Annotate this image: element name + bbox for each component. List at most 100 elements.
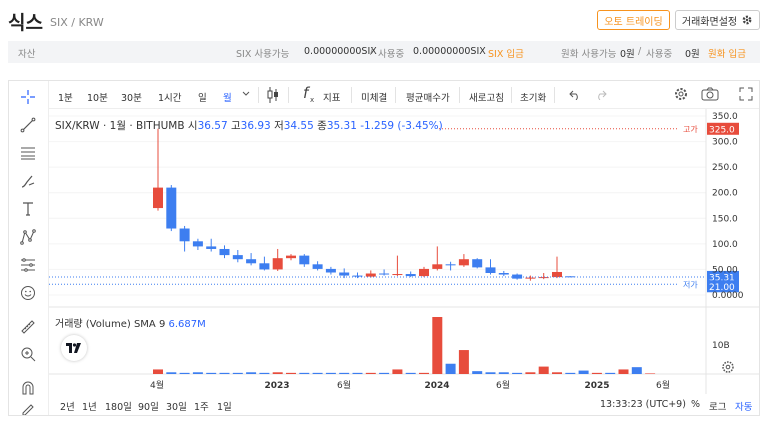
reset-button[interactable]: 초기화 — [520, 93, 547, 104]
volume-bar — [325, 372, 336, 374]
clock: 13:33:23 (UTC+9) — [600, 399, 686, 410]
interval-month[interactable]: 월 — [223, 93, 232, 104]
change-value: -1.259 (-3.45%) — [360, 120, 443, 132]
candle-body — [339, 272, 350, 276]
emoji-icon[interactable] — [17, 282, 39, 304]
refresh-button[interactable]: 새로고침 — [469, 93, 504, 104]
low-price-value: 21.00 — [709, 283, 735, 293]
interval-1h[interactable]: 1시간 — [158, 93, 182, 104]
unsettled-button[interactable]: 미체결 — [361, 93, 388, 104]
candle-body — [312, 264, 323, 269]
six-available-value: 0.00000000SIX — [304, 46, 377, 57]
candle-body — [286, 255, 296, 259]
interval-10m[interactable]: 10분 — [87, 93, 108, 104]
zoom-in-icon[interactable] — [17, 343, 39, 365]
price-tick: 0.0000 — [712, 291, 744, 301]
time-tick: 6월 — [496, 379, 510, 391]
fullscreen-icon[interactable] — [739, 87, 753, 104]
auto-toggle[interactable]: 자동 — [735, 402, 753, 413]
pattern-icon[interactable] — [17, 226, 39, 248]
pair-symbol: SIX / KRW — [50, 16, 104, 29]
high-marker-label: 고가 — [683, 125, 698, 134]
candle-body — [458, 259, 469, 266]
volume-bar — [339, 372, 350, 374]
range-90d[interactable]: 90일 — [138, 402, 159, 413]
candle-body — [432, 264, 443, 269]
price-tick: 150.0 — [712, 214, 738, 224]
candle-body — [299, 255, 310, 265]
slash-1: / — [370, 46, 374, 57]
range-180d[interactable]: 180일 — [105, 402, 132, 413]
candle-body — [485, 267, 496, 274]
volume-bar — [299, 372, 310, 374]
volume-bar — [405, 372, 416, 374]
volume-value: 6.687M — [168, 319, 206, 330]
volume-bar — [365, 372, 376, 374]
auto-trading-button[interactable]: 오토 트레이딩 — [597, 10, 670, 30]
asset-bar: 자산 SIX 사용가능 0.00000000SIX / 사용중 0.000000… — [8, 41, 760, 63]
low-value: 34.55 — [283, 120, 314, 132]
volume-bar — [379, 372, 390, 374]
krw-in-use-value: 0원 — [685, 49, 700, 60]
magnet-icon[interactable] — [17, 377, 39, 399]
indicators-button[interactable]: 지표 — [323, 93, 341, 104]
text-tool-icon[interactable] — [17, 198, 39, 220]
avg-price-button[interactable]: 평균매수가 — [406, 93, 450, 104]
screen-settings-button[interactable]: 거래화면설정 — [675, 10, 760, 30]
camera-icon[interactable] — [701, 87, 719, 104]
crosshair-icon[interactable] — [17, 86, 39, 108]
horizontal-lines-icon[interactable] — [17, 142, 39, 164]
clock-settings-icon[interactable] — [722, 361, 734, 373]
time-tick: 6월 — [656, 379, 670, 391]
time-tick: 2023 — [264, 381, 289, 391]
time-tick: 2025 — [584, 381, 609, 391]
krw-deposit-link[interactable]: 원화 입금 — [708, 49, 746, 60]
chevron-down-icon[interactable] — [242, 89, 250, 100]
candle-body — [246, 259, 257, 264]
ruler-icon[interactable] — [17, 316, 39, 338]
coin-name: 식스 — [8, 12, 43, 34]
candle-style-icon[interactable] — [266, 86, 280, 107]
forecast-icon[interactable] — [17, 254, 39, 276]
last-price-tag — [707, 270, 739, 283]
interval-day[interactable]: 일 — [198, 93, 207, 104]
trend-line-icon[interactable] — [17, 114, 39, 136]
redo-icon[interactable] — [595, 89, 607, 103]
volume-bar — [179, 372, 190, 374]
time-tick: 6월 — [337, 379, 351, 391]
percent-toggle[interactable]: % — [691, 399, 701, 410]
range-1y[interactable]: 1년 — [82, 402, 97, 413]
brush-icon[interactable] — [17, 170, 39, 192]
log-toggle[interactable]: 로그 — [709, 402, 727, 413]
volume-bar — [259, 372, 270, 374]
range-1d[interactable]: 1일 — [217, 402, 232, 413]
candle-body — [472, 259, 483, 268]
candle-body — [259, 263, 270, 270]
settings-icon[interactable] — [673, 86, 689, 105]
range-2y[interactable]: 2년 — [60, 402, 75, 413]
volume-bar — [166, 372, 177, 374]
volume-bar — [312, 372, 323, 374]
close-value: 35.31 — [326, 120, 357, 132]
range-30d[interactable]: 30일 — [166, 402, 187, 413]
undo-icon[interactable] — [569, 89, 581, 103]
volume-bar — [286, 372, 296, 374]
interval-1m[interactable]: 1분 — [58, 93, 73, 104]
price-tick: 100.0 — [712, 240, 738, 250]
tradingview-logo[interactable] — [61, 335, 87, 361]
six-deposit-link[interactable]: SIX 입금 — [488, 49, 524, 60]
volume-bar — [631, 367, 642, 374]
volume-bar — [645, 373, 656, 374]
volume-bar — [512, 372, 523, 374]
pencil-lock-icon[interactable] — [17, 401, 39, 415]
range-1w[interactable]: 1주 — [194, 402, 209, 413]
svg-text:f: f — [303, 84, 311, 102]
krw-available-label: 원화 사용가능 — [561, 49, 617, 60]
candle-body — [392, 274, 403, 276]
tv-icon — [66, 343, 81, 353]
krw-available-value: 0원 — [620, 49, 635, 60]
interval-30m[interactable]: 30분 — [121, 93, 142, 104]
